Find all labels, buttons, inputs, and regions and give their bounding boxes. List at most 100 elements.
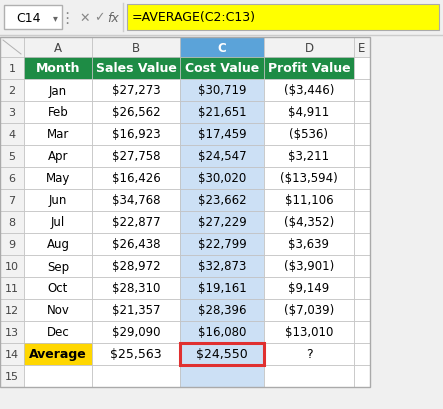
Text: $34,768: $34,768 — [112, 194, 160, 207]
Text: ($4,352): ($4,352) — [284, 216, 334, 229]
Text: ⋮: ⋮ — [59, 11, 74, 25]
Bar — [354, 255, 370, 277]
Bar — [264, 343, 354, 365]
Bar — [127, 5, 439, 31]
Text: $3,211: $3,211 — [288, 150, 330, 163]
Bar — [0, 80, 24, 102]
Bar — [264, 58, 354, 80]
Text: ($13,594): ($13,594) — [280, 172, 338, 185]
Text: Sales Value: Sales Value — [96, 62, 176, 75]
Text: C14: C14 — [16, 11, 41, 25]
Bar — [264, 80, 354, 102]
Bar — [0, 343, 24, 365]
Bar — [92, 80, 180, 102]
Bar — [0, 124, 24, 146]
Bar — [354, 124, 370, 146]
Text: 1: 1 — [8, 64, 16, 74]
Text: E: E — [358, 41, 365, 54]
Bar — [0, 38, 370, 387]
Bar — [0, 168, 24, 189]
Bar — [264, 124, 354, 146]
Text: Oct: Oct — [48, 282, 68, 295]
Text: 5: 5 — [8, 152, 16, 162]
Bar — [0, 299, 24, 321]
Bar — [92, 146, 180, 168]
Text: ($3,446): ($3,446) — [284, 84, 334, 97]
Text: $11,106: $11,106 — [285, 194, 333, 207]
Bar — [24, 80, 92, 102]
Bar — [24, 255, 92, 277]
Text: $23,662: $23,662 — [198, 194, 246, 207]
Bar — [180, 299, 264, 321]
Bar — [180, 234, 264, 255]
Text: Cost Value: Cost Value — [185, 62, 259, 75]
Text: Aug: Aug — [47, 238, 70, 251]
Text: 2: 2 — [8, 86, 16, 96]
Bar — [0, 146, 24, 168]
Bar — [4, 6, 62, 30]
Text: $28,396: $28,396 — [198, 304, 246, 317]
Bar — [180, 211, 264, 234]
Text: Apr: Apr — [48, 150, 68, 163]
Bar — [180, 58, 264, 80]
Bar — [0, 277, 24, 299]
Text: 11: 11 — [5, 283, 19, 293]
Text: $22,799: $22,799 — [198, 238, 246, 251]
Text: 8: 8 — [8, 218, 16, 227]
Bar — [354, 168, 370, 189]
Text: ▾: ▾ — [53, 13, 58, 23]
Text: A: A — [54, 41, 62, 54]
Text: $17,459: $17,459 — [198, 128, 246, 141]
Bar — [0, 255, 24, 277]
Bar — [264, 168, 354, 189]
Text: ?: ? — [306, 348, 312, 361]
Bar — [24, 299, 92, 321]
Bar — [354, 58, 370, 80]
Bar — [92, 211, 180, 234]
Text: $21,651: $21,651 — [198, 106, 246, 119]
Text: $19,161: $19,161 — [198, 282, 246, 295]
Bar — [264, 299, 354, 321]
Text: Profit Value: Profit Value — [268, 62, 350, 75]
Text: $25,563: $25,563 — [110, 348, 162, 361]
Bar — [24, 189, 92, 211]
Text: $22,877: $22,877 — [112, 216, 160, 229]
Bar — [24, 124, 92, 146]
Bar — [0, 58, 24, 80]
Bar — [264, 189, 354, 211]
Bar — [180, 343, 264, 365]
Bar — [354, 38, 370, 58]
Text: $16,080: $16,080 — [198, 326, 246, 339]
Text: Jun: Jun — [49, 194, 67, 207]
Bar — [354, 102, 370, 124]
Bar — [24, 321, 92, 343]
Text: ✓: ✓ — [94, 11, 104, 25]
Text: $27,273: $27,273 — [112, 84, 160, 97]
Bar — [24, 234, 92, 255]
Text: $28,972: $28,972 — [112, 260, 160, 273]
Bar — [180, 277, 264, 299]
Text: Jul: Jul — [51, 216, 65, 229]
Text: Sep: Sep — [47, 260, 69, 273]
Text: $21,357: $21,357 — [112, 304, 160, 317]
Bar — [180, 343, 264, 365]
Bar — [264, 146, 354, 168]
Text: Feb: Feb — [48, 106, 68, 119]
Bar — [354, 321, 370, 343]
Text: Mar: Mar — [47, 128, 69, 141]
Bar — [354, 343, 370, 365]
Bar — [24, 277, 92, 299]
Bar — [0, 321, 24, 343]
Bar — [180, 102, 264, 124]
Bar — [354, 189, 370, 211]
Bar — [354, 80, 370, 102]
Text: =AVERAGE(C2:C13): =AVERAGE(C2:C13) — [132, 11, 256, 25]
Bar — [264, 234, 354, 255]
Bar — [354, 365, 370, 387]
Text: $26,562: $26,562 — [112, 106, 160, 119]
Text: $16,923: $16,923 — [112, 128, 160, 141]
Text: $29,090: $29,090 — [112, 326, 160, 339]
Bar — [24, 211, 92, 234]
Text: $30,719: $30,719 — [198, 84, 246, 97]
Text: $27,229: $27,229 — [198, 216, 246, 229]
